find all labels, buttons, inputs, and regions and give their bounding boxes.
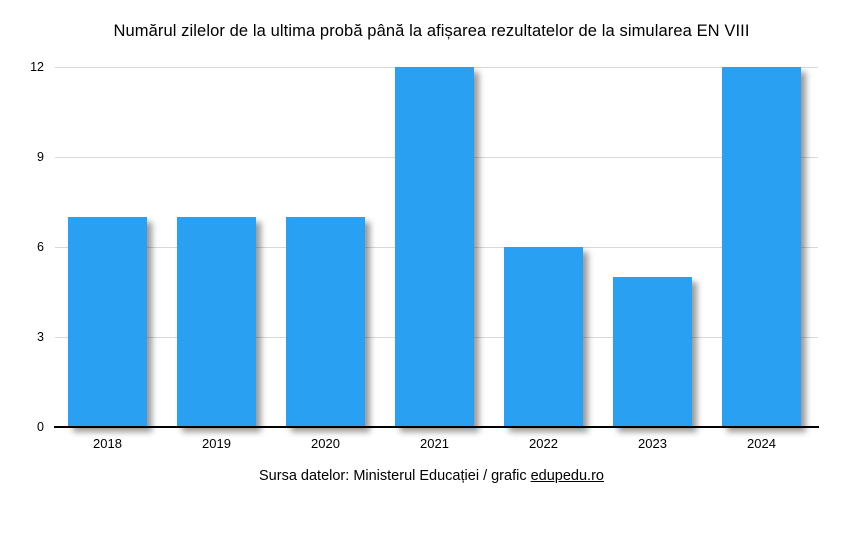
x-axis-tick-label-2021: 2021 <box>420 436 449 451</box>
edupedu-link[interactable]: edupedu.ro <box>530 468 604 484</box>
bar-2022 <box>504 247 583 427</box>
x-axis-tick-label-2022: 2022 <box>529 436 558 451</box>
bar-2019 <box>177 217 256 427</box>
x-axis-tick-label-2019: 2019 <box>202 436 231 451</box>
source-text: Sursa datelor: Ministerul Educației / gr… <box>259 468 531 484</box>
y-axis-tick-label-6: 6 <box>37 240 44 254</box>
x-axis-tick-label-2020: 2020 <box>311 436 340 451</box>
plot-area: 0 3 6 9 12 2018 2019 2020 2021 2022 2023 2024 <box>30 60 819 451</box>
x-axis-tick-label-2023: 2023 <box>638 436 667 451</box>
x-axis-tick-label-2024: 2024 <box>747 436 776 451</box>
y-axis-tick-label-0: 0 <box>37 420 44 434</box>
y-axis-tick-label-3: 3 <box>37 330 44 344</box>
bar-2021 <box>395 67 474 427</box>
source-caption: Sursa datelor: Ministerul Educației / gr… <box>0 468 863 484</box>
chart-title: Numărul zilelor de la ultima probă până … <box>113 22 750 40</box>
bar-2018 <box>68 217 147 427</box>
bar-2020 <box>286 217 365 427</box>
bar-2024 <box>722 67 801 427</box>
y-axis-tick-label-9: 9 <box>37 150 44 164</box>
y-axis-tick-label-12: 12 <box>30 60 44 74</box>
bar-2023 <box>613 277 692 427</box>
x-axis-tick-label-2018: 2018 <box>93 436 122 451</box>
x-axis-line <box>54 426 819 428</box>
